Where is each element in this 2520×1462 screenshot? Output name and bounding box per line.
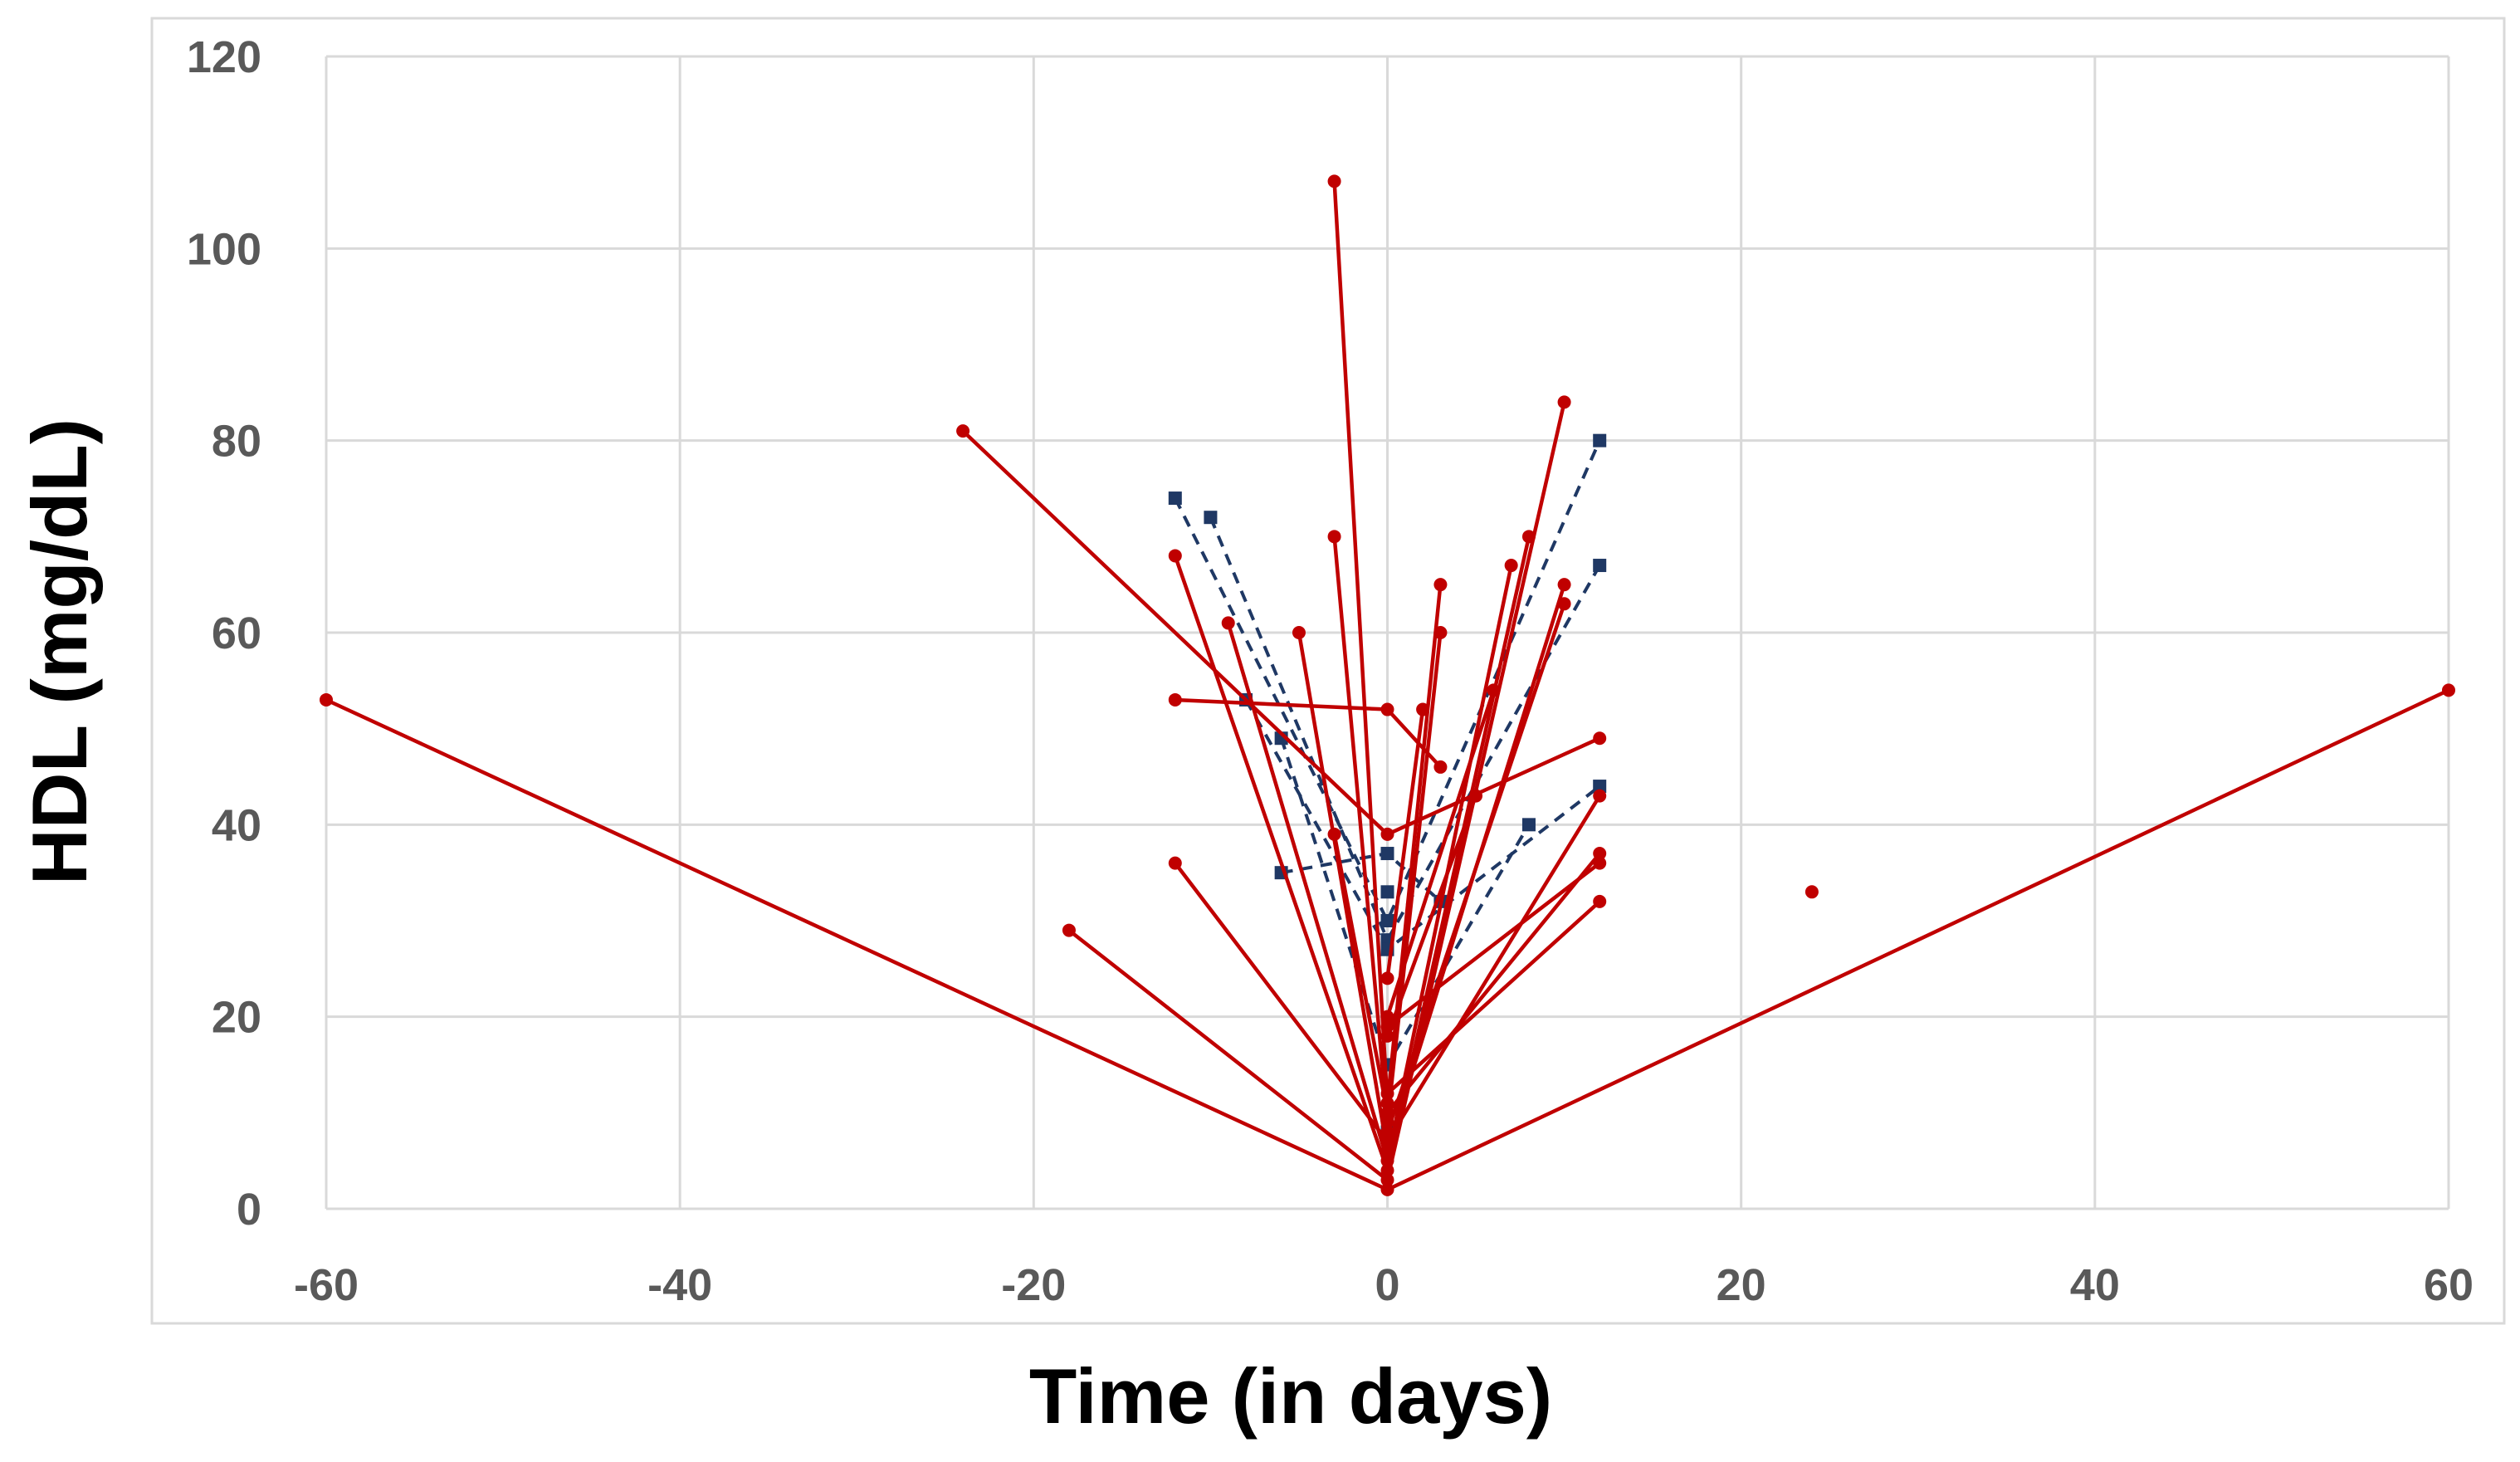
x-tick-label: 60 [2424,1260,2474,1310]
chart-frame [150,17,2506,1325]
data-point [1504,559,1518,573]
data-point [1557,597,1571,611]
x-axis-title: Time (in days) [1029,1352,1552,1440]
x-tick-label: -20 [1001,1260,1066,1310]
series-line [1385,689,1496,1018]
series-patient-2 [956,424,1607,841]
data-point-square [1593,433,1607,447]
series-line [1385,795,1478,1037]
data-point [1380,1087,1394,1101]
x-tick-label: -60 [294,1260,359,1310]
data-point [1380,1144,1394,1158]
data-point-square [1521,818,1536,832]
data-point [1380,971,1394,985]
data-point [1327,827,1341,841]
x-tick-label: 20 [1717,1260,1766,1310]
data-point [1805,885,1819,899]
series-patient-8 [1292,578,1571,1158]
data-point [956,424,970,438]
series-patient-19 [1168,433,1607,927]
data-point [1521,530,1536,544]
series-line [1385,603,1566,1133]
data-point [1433,760,1448,774]
series-patient-16 [1380,894,1607,1101]
y-tick-label: 40 [212,800,261,850]
data-point [1327,174,1341,188]
series-patient-12 [1380,702,1430,985]
series-patient-17 [1380,597,1571,1139]
data-point [1469,789,1483,803]
data-point-square [1380,885,1394,899]
data-point [1380,1163,1394,1177]
data-point [1557,395,1571,409]
data-point [1380,1029,1394,1043]
y-tick-label: 80 [212,417,261,467]
data-point [1168,692,1182,707]
data-point [1062,923,1076,937]
y-tick-label: 60 [212,609,261,658]
series-line [1209,516,1601,944]
data-point [320,692,333,707]
series-patient-15 [1380,789,1483,1043]
data-point [1593,894,1607,908]
data-point-square [1593,559,1607,573]
series-patient-13 [1380,683,1501,1024]
series-line [1385,900,1601,1095]
y-tick-label: 20 [212,993,261,1043]
x-tick-label: 40 [2070,1260,2120,1310]
x-tick-label: 0 [1375,1260,1399,1310]
data-point [1168,549,1182,563]
y-tick-label: 120 [187,32,261,82]
data-point [1433,626,1448,639]
data-point-square [1204,511,1218,525]
data-point [1593,856,1607,870]
data-point [1292,626,1306,639]
data-point [1593,731,1607,746]
data-point [1593,789,1607,803]
series-patient-18 [1805,885,1819,899]
data-point-square [1593,780,1607,794]
data-point [1593,847,1607,861]
data-point [1380,1154,1394,1168]
data-point [1380,1106,1394,1120]
series-line [1386,861,1601,1028]
y-tick-label: 0 [237,1185,261,1235]
data-point-square [1380,847,1394,861]
data-point [1380,1125,1394,1139]
x-axis-ticks: -60 -40 -20 0 20 40 60 [294,1260,2474,1310]
series-patient-24 [1380,885,1394,899]
data-point-square [1380,914,1394,927]
data-point [1557,578,1571,592]
series-patient-4 [1168,530,1536,1177]
y-axis-title: HDL (mg/dL) [16,418,103,885]
data-point [2442,683,2455,697]
y-axis-ticks: 0 20 40 60 80 100 120 [187,32,261,1235]
series-patient-3 [1062,395,1571,1187]
data-point-square [1168,491,1182,506]
data-point [1380,827,1394,841]
data-point [1487,683,1501,697]
series-patient-11 [1327,827,1607,1120]
series-line [1385,709,1425,979]
data-series [320,174,2455,1196]
data-point [1433,578,1448,592]
data-point [1380,1182,1394,1196]
data-point [1380,1010,1394,1024]
data-point [1221,616,1235,630]
data-point [1168,856,1182,870]
y-tick-label: 100 [187,224,261,274]
data-point [1416,702,1430,716]
data-point [1327,530,1341,544]
data-point [1380,1173,1394,1187]
series-line [1174,439,1602,925]
data-point [1380,702,1394,716]
x-tick-label: -40 [647,1260,712,1310]
series-patient-1 [320,683,2455,1196]
